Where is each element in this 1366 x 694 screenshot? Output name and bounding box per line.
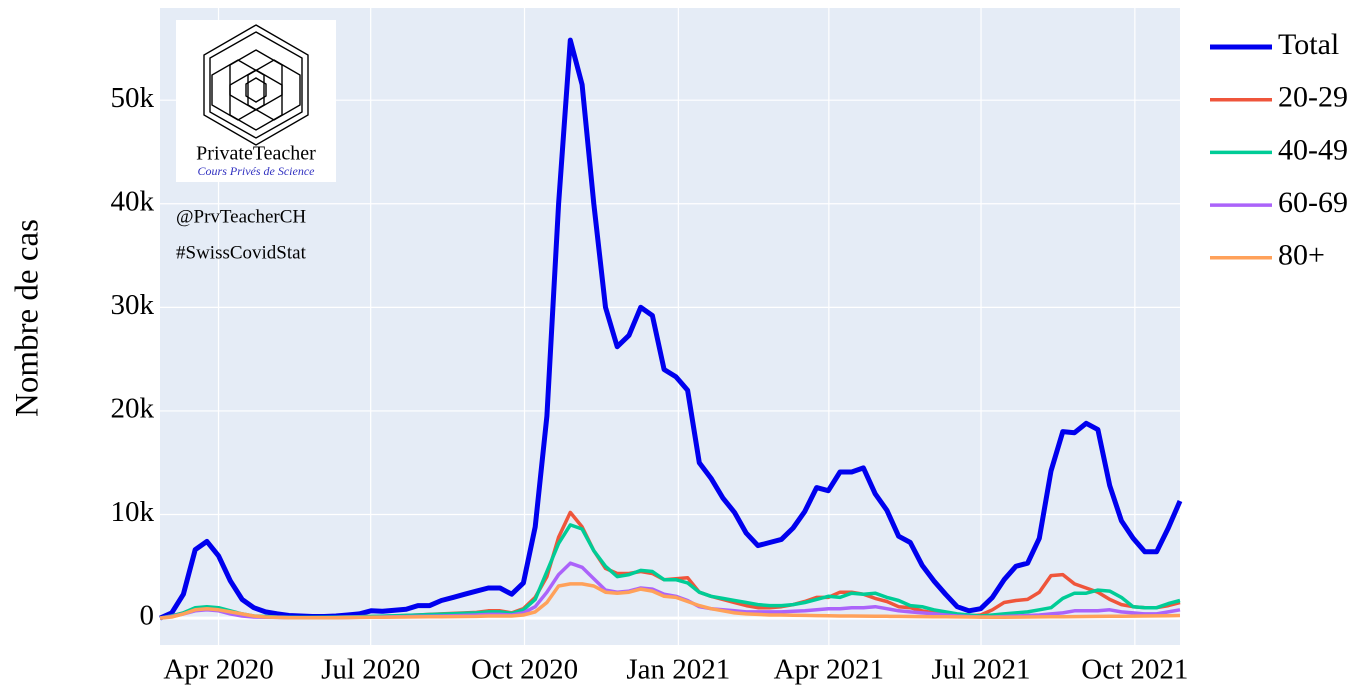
y-tick-label: 30k	[111, 289, 155, 321]
y-tick-label: 20k	[111, 393, 155, 425]
logo-background	[176, 20, 336, 182]
y-tick-label: 50k	[111, 82, 155, 114]
legend-label: 60-69	[1278, 186, 1348, 219]
x-tick-label: Apr 2020	[163, 654, 273, 686]
x-tick-label: Apr 2021	[774, 654, 884, 686]
logo-tagline: Cours Privés de Science	[198, 164, 316, 178]
x-tick-label: Jan 2021	[626, 654, 730, 686]
annotation: #SwissCovidStat	[176, 242, 307, 263]
logo-hexagons	[203, 24, 309, 146]
logo-brand: PrivateTeacher	[196, 143, 316, 165]
x-tick-label: Oct 2021	[1081, 654, 1188, 686]
x-tick-label: Jul 2020	[321, 654, 420, 686]
annotation: @PrvTeacherCH	[176, 206, 306, 227]
series-line	[159, 582, 1181, 620]
legend-label: 80+	[1278, 239, 1325, 272]
y-tick-label: 10k	[111, 496, 155, 528]
legend-label: 40-49	[1278, 133, 1348, 166]
x-tick-label: Oct 2020	[471, 654, 578, 686]
y-tick-label: 40k	[111, 185, 155, 217]
lines	[158, 37, 1183, 621]
legend-label: 20-29	[1278, 81, 1348, 114]
legend-label: Total	[1278, 28, 1339, 61]
y-tick-label: 0	[140, 600, 155, 632]
x-tick-label: Jul 2021	[931, 654, 1030, 686]
y-axis-title: Nombre de cas	[10, 219, 46, 417]
logo: PrivateTeacher Cours Privés de Science	[176, 20, 336, 182]
